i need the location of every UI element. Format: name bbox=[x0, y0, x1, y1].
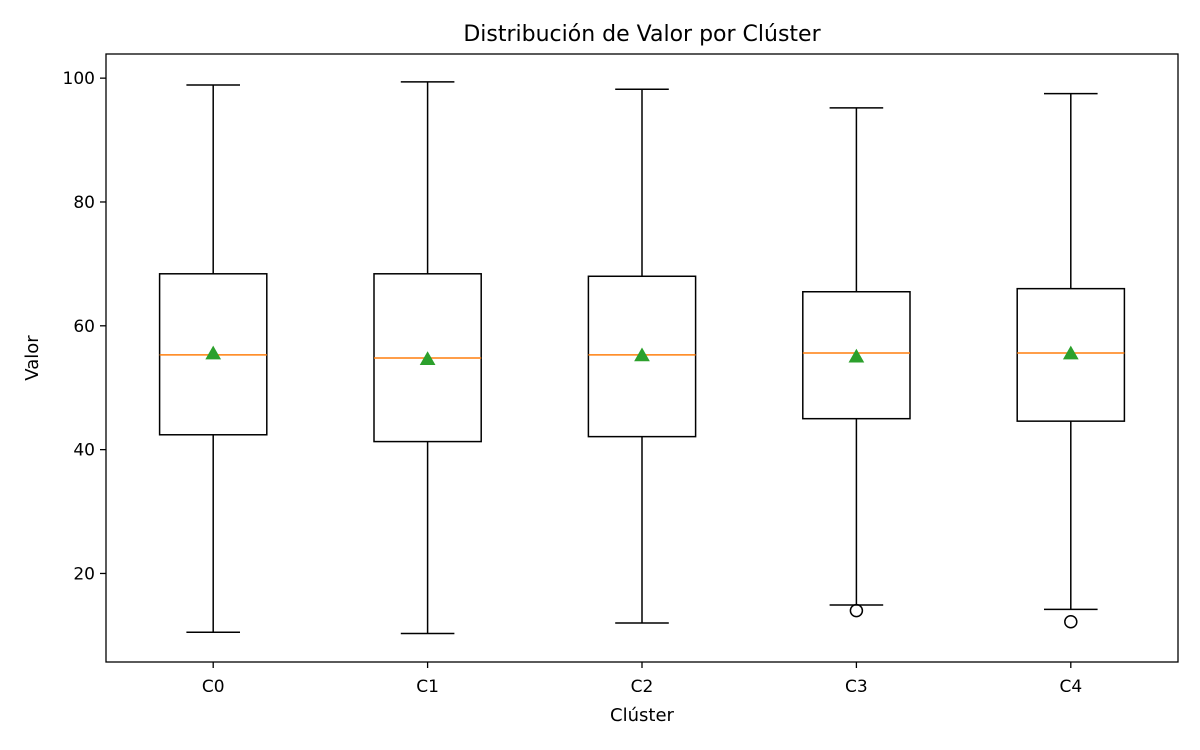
iqr-box bbox=[587, 275, 697, 438]
x-tick-label: C1 bbox=[416, 677, 439, 697]
mean-marker bbox=[419, 351, 436, 365]
mean-marker bbox=[848, 348, 865, 363]
y-tick-label: 80 bbox=[73, 193, 95, 213]
box-C4 bbox=[1016, 92, 1126, 629]
x-axis-label: Clúster bbox=[610, 705, 674, 726]
box-C0 bbox=[158, 84, 268, 634]
box-C1 bbox=[373, 81, 482, 635]
outlier-point bbox=[849, 603, 864, 618]
y-tick-label: 60 bbox=[73, 317, 95, 337]
y-tick-label: 40 bbox=[73, 441, 95, 461]
y-axis-label: Valor bbox=[22, 335, 43, 381]
y-tick-label: 100 bbox=[63, 69, 95, 89]
box-marks bbox=[158, 81, 1126, 635]
plot-area bbox=[105, 53, 1179, 663]
iqr-box bbox=[802, 291, 911, 420]
box-C2 bbox=[587, 88, 697, 624]
mean-marker bbox=[1062, 345, 1079, 360]
x-tick-label: C3 bbox=[845, 677, 868, 697]
mean-marker bbox=[205, 345, 222, 360]
x-axis: C0 C1 C2 C3 C4 bbox=[202, 662, 1082, 697]
chart-title: Distribución de Valor por Clúster bbox=[463, 22, 821, 47]
x-tick-label: C0 bbox=[202, 677, 225, 697]
x-tick-label: C2 bbox=[631, 677, 654, 697]
x-tick-label: C4 bbox=[1059, 677, 1082, 697]
y-tick-label: 20 bbox=[73, 564, 95, 584]
iqr-box bbox=[1016, 287, 1126, 422]
y-axis: 20 40 60 80 100 bbox=[63, 69, 106, 584]
outlier-point bbox=[1064, 615, 1078, 629]
mean-marker bbox=[634, 347, 650, 362]
box-C3 bbox=[802, 107, 911, 618]
